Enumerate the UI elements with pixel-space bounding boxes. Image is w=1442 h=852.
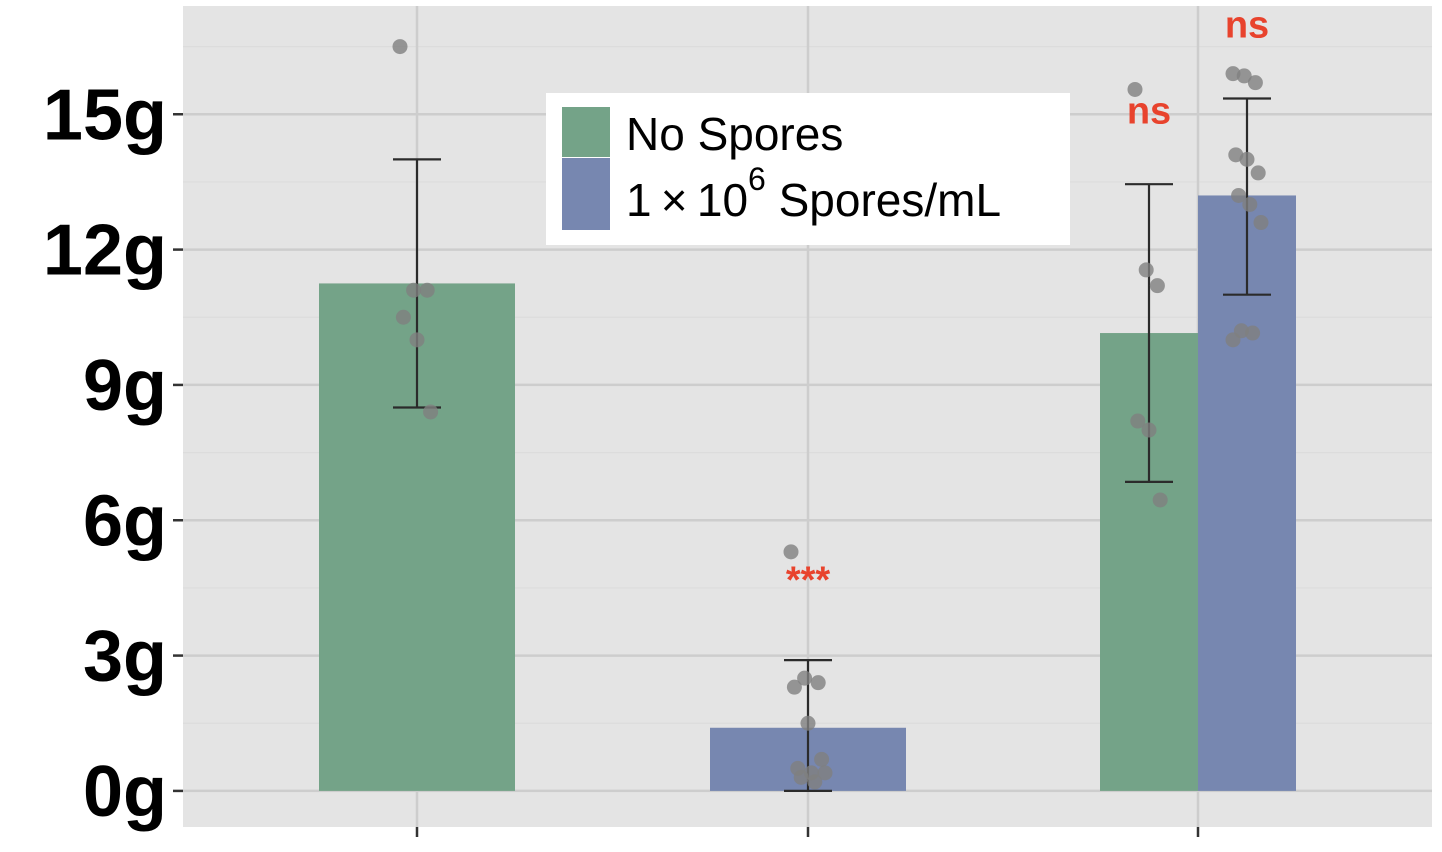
data-point-1-1 [797,670,813,686]
significance-annotations: *** ns ns [786,5,1269,602]
data-point-3-4 [1239,151,1255,167]
data-point-0-0 [392,39,408,55]
data-point-1-8 [817,765,833,781]
data-point-3-1 [1236,68,1252,84]
data-point-0-4 [409,332,425,348]
data-point-3-7 [1242,196,1258,212]
data-point-0-1 [406,282,422,298]
data-points [392,39,1269,790]
legend-swatch-no-spores [562,107,610,157]
y-tick-label-4: 12g [43,211,167,291]
data-point-1-9 [793,769,809,785]
significance-label-0: *** [786,559,831,601]
axes: 0g 3g 6g 9g 12g 15g [43,75,1200,837]
significance-label-2: ns [1225,5,1269,47]
data-point-0-2 [419,282,435,298]
y-tick-label-1: 3g [83,617,167,697]
data-point-2-4 [1141,422,1157,438]
data-point-3-2 [1247,75,1263,91]
legend-box [546,93,1070,245]
data-point-3-11 [1225,332,1241,348]
data-point-2-1 [1138,262,1154,278]
data-point-1-2 [810,675,826,691]
legend: No Spores 1 × 106 Spores/mL [546,93,1070,245]
data-point-3-6 [1231,187,1247,203]
data-point-3-0 [1225,66,1241,82]
data-point-2-5 [1152,492,1168,508]
data-point-3-10 [1245,325,1261,341]
legend-swatch-spores [562,158,610,230]
data-point-1-4 [800,715,816,731]
data-point-1-10 [807,774,823,790]
y-tick-label-3: 9g [83,346,167,426]
legend-label-spores-suffix: Spores/mL [766,174,1001,226]
data-point-3-5 [1250,165,1266,181]
y-tick-label-5: 15g [43,75,167,155]
legend-label-spores-exponent: 6 [748,161,766,197]
data-point-0-3 [395,309,411,325]
legend-label-spores-prefix: 1 × 10 [626,174,748,226]
data-point-2-0 [1127,81,1143,97]
data-point-0-5 [423,404,439,420]
data-point-1-5 [814,751,830,767]
y-tick-label-2: 6g [83,481,167,561]
data-point-1-3 [786,679,802,695]
data-point-3-8 [1253,215,1269,231]
data-point-2-3 [1130,413,1146,429]
legend-label-no-spores: No Spores [626,108,843,160]
significance-label-1: ns [1127,90,1171,132]
legend-label-spores: 1 × 106 Spores/mL [626,161,1001,226]
data-point-1-0 [783,544,799,560]
y-tick-label-0: 0g [83,752,167,832]
data-point-2-2 [1149,278,1165,294]
